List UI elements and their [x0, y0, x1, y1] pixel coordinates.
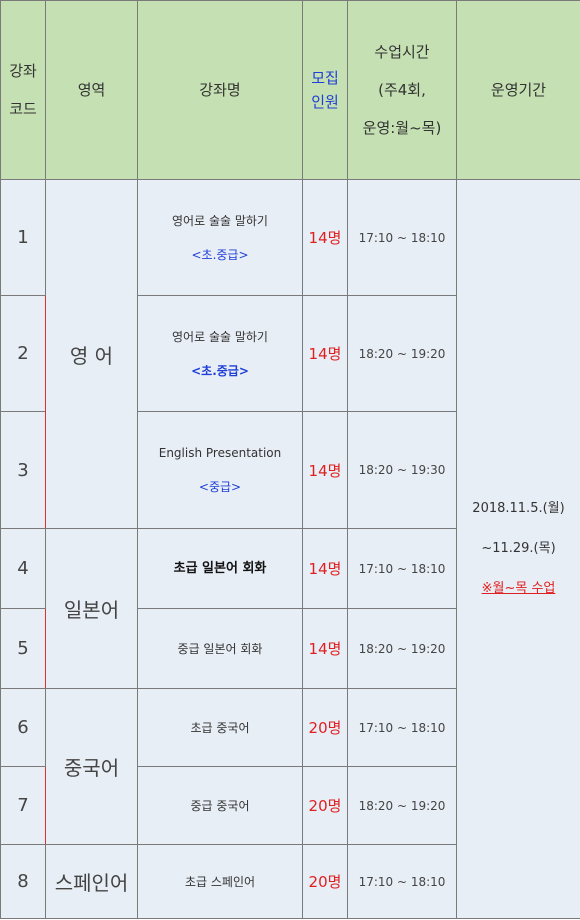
table-row: 4 일본어 초급 일본어 회화 14명 17:10 ~ 18:10 — [0, 528, 580, 689]
table-row: 1 영 어 영어로 술술 말하기 <초.중급> 14명 17:10 ~ 18:1… — [0, 179, 580, 919]
row-code: 1 — [0, 179, 46, 296]
row-code: 4 — [0, 528, 46, 609]
class-time: 18:20 ~ 19:30 — [347, 411, 457, 529]
row-code: 5 — [0, 608, 46, 689]
recruit-count: 20명 — [302, 844, 348, 919]
course-title: 영어로 술술 말하기 — [172, 213, 268, 228]
header-row: 강좌 코드 영역 강좌명 모집 인원 수업시간 (주4회, 운영:월~목) 운영… — [0, 0, 580, 180]
table-row: 6 중국어 초급 중국어 20명 17:10 ~ 18:10 — [0, 688, 580, 845]
period-end: ~11.29.(목) — [481, 541, 556, 556]
course-level: <중급> — [198, 480, 242, 494]
table-row: 5 중급 일본어 회화 14명 18:20 ~ 19:20 — [0, 608, 580, 689]
course-level: <초.중급> — [191, 247, 249, 262]
class-time: 18:20 ~ 19:20 — [347, 608, 457, 689]
recruit-count: 14명 — [302, 179, 348, 296]
course-name: 초급 중국어 — [137, 688, 303, 767]
area-english: 영 어 — [45, 179, 138, 529]
table-row: 2 영어로 술술 말하기 <초.중급> 14명 18:20 ~ 19:20 — [0, 295, 580, 412]
course-title: 영어로 술술 말하기 — [172, 329, 268, 344]
course-name: 초급 스페인어 — [137, 844, 303, 919]
table-row: 3 English Presentation <중급> 14명 18:20 ~ … — [0, 411, 580, 529]
header-course: 강좌명 — [137, 0, 303, 180]
area-japanese: 일본어 — [45, 528, 138, 689]
recruit-count: 14명 — [302, 295, 348, 412]
recruit-count: 14명 — [302, 608, 348, 689]
recruit-count: 20명 — [302, 688, 348, 767]
course-name: 초급 일본어 회화 — [137, 528, 303, 609]
operation-period: 2018.11.5.(월) ~11.29.(목) ※월~목 수업 — [456, 179, 580, 919]
class-time: 17:10 ~ 18:10 — [347, 179, 457, 296]
area-spanish: 스페인어 — [45, 844, 138, 919]
row-code: 7 — [0, 766, 46, 845]
row-code: 3 — [0, 411, 46, 529]
class-time: 17:10 ~ 18:10 — [347, 688, 457, 767]
recruit-count: 14명 — [302, 411, 348, 529]
course-name: 중급 중국어 — [137, 766, 303, 845]
header-recruit-line2: 인원 — [311, 93, 339, 111]
header-time-line3: 운영:월~목) — [362, 119, 442, 137]
area-chinese: 중국어 — [45, 688, 138, 845]
header-recruit: 모집 인원 — [302, 0, 348, 180]
table-row: 7 중급 중국어 20명 18:20 ~ 19:20 — [0, 766, 580, 845]
row-code: 6 — [0, 688, 46, 767]
period-start: 2018.11.5.(월) — [472, 501, 565, 516]
recruit-count: 20명 — [302, 766, 348, 845]
header-code: 강좌 코드 — [0, 0, 46, 180]
course-level: <초.중급> — [191, 363, 249, 378]
course-name: English Presentation <중급> — [137, 411, 303, 529]
header-code-line1: 강좌 — [9, 62, 37, 80]
course-name: 중급 일본어 회화 — [137, 608, 303, 689]
header-time-line1: 수업시간 — [374, 43, 430, 61]
class-time: 18:20 ~ 19:20 — [347, 766, 457, 845]
course-name: 영어로 술술 말하기 <초.중급> — [137, 179, 303, 296]
row-code: 8 — [0, 844, 46, 919]
course-name: 영어로 술술 말하기 <초.중급> — [137, 295, 303, 412]
table-row: 8 스페인어 초급 스페인어 20명 17:10 ~ 18:10 — [0, 844, 580, 919]
recruit-count: 14명 — [302, 528, 348, 609]
class-time: 18:20 ~ 19:20 — [347, 295, 457, 412]
class-time: 17:10 ~ 18:10 — [347, 528, 457, 609]
header-time: 수업시간 (주4회, 운영:월~목) — [347, 0, 457, 180]
course-title: English Presentation — [158, 446, 282, 460]
header-code-line2: 코드 — [9, 100, 37, 118]
header-area: 영역 — [45, 0, 138, 180]
header-recruit-line1: 모집 — [311, 69, 339, 87]
period-note: ※월~목 수업 — [481, 581, 556, 596]
header-period: 운영기간 — [456, 0, 580, 180]
row-code: 2 — [0, 295, 46, 412]
class-time: 17:10 ~ 18:10 — [347, 844, 457, 919]
header-time-line2: (주4회, — [378, 81, 426, 99]
